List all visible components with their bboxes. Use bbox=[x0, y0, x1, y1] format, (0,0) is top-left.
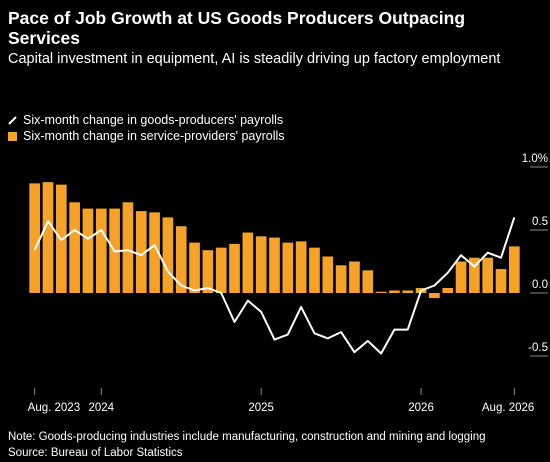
bar bbox=[362, 270, 374, 294]
bar bbox=[189, 242, 200, 294]
bar bbox=[202, 250, 214, 294]
y-tick-label: 1.0% bbox=[522, 153, 548, 165]
x-tick-label: 2025 bbox=[248, 402, 274, 414]
bar bbox=[349, 261, 360, 294]
bar bbox=[255, 236, 267, 294]
bar bbox=[229, 243, 240, 294]
bar bbox=[442, 287, 454, 294]
legend: Six-month change in goods-producers' pay… bbox=[8, 112, 285, 144]
legend-entry: Six-month change in goods-producers' pay… bbox=[8, 112, 285, 128]
bar bbox=[82, 208, 94, 294]
bar bbox=[122, 202, 134, 294]
bar bbox=[402, 290, 414, 294]
x-tick-label: 2024 bbox=[88, 402, 114, 414]
bar bbox=[309, 247, 320, 294]
y-tick-label: 0.0 bbox=[532, 279, 548, 291]
bar bbox=[175, 226, 187, 294]
source: Source: Bureau of Labor Statistics bbox=[8, 447, 183, 459]
bar bbox=[95, 208, 107, 294]
bar bbox=[455, 261, 467, 294]
bar bbox=[69, 202, 80, 294]
legend-swatch bbox=[8, 115, 17, 125]
x-tick-label: Aug. 2023 bbox=[28, 402, 80, 414]
bar bbox=[482, 257, 494, 294]
legend-label: Six-month change in service-providers' p… bbox=[23, 129, 285, 143]
bar bbox=[29, 183, 40, 294]
bar bbox=[335, 265, 347, 294]
chart-subtitle: Capital investment in equipment, AI is s… bbox=[8, 51, 501, 67]
legend-entry: Six-month change in service-providers' p… bbox=[8, 128, 285, 144]
x-tick-label: Aug. 2026 bbox=[482, 402, 534, 414]
x-tick-label: 2026 bbox=[408, 402, 434, 414]
y-tick-label: -0.5 bbox=[528, 342, 548, 354]
bar bbox=[295, 241, 307, 294]
bar bbox=[162, 217, 174, 294]
chart-title: Pace of Job Growth at US Goods Producers… bbox=[8, 8, 466, 48]
legend-swatch bbox=[8, 131, 17, 141]
bar bbox=[242, 232, 254, 294]
bar bbox=[135, 211, 147, 294]
bar bbox=[429, 293, 440, 299]
bar bbox=[495, 269, 507, 294]
bar bbox=[469, 257, 480, 294]
y-tick-label: 0.5 bbox=[532, 216, 548, 228]
bar bbox=[215, 247, 227, 294]
line bbox=[33, 217, 516, 355]
bar bbox=[149, 212, 160, 294]
note: Note: Goods-producing industries include… bbox=[8, 431, 486, 443]
bar bbox=[269, 237, 280, 294]
notes: Note: Goods-producing industries include… bbox=[8, 429, 486, 461]
bar bbox=[282, 242, 294, 294]
bar bbox=[375, 291, 387, 294]
bar bbox=[42, 182, 54, 294]
legend-label: Six-month change in goods-producers' pay… bbox=[23, 113, 284, 127]
bar bbox=[509, 246, 520, 294]
bar bbox=[389, 290, 400, 294]
bar bbox=[322, 256, 334, 294]
